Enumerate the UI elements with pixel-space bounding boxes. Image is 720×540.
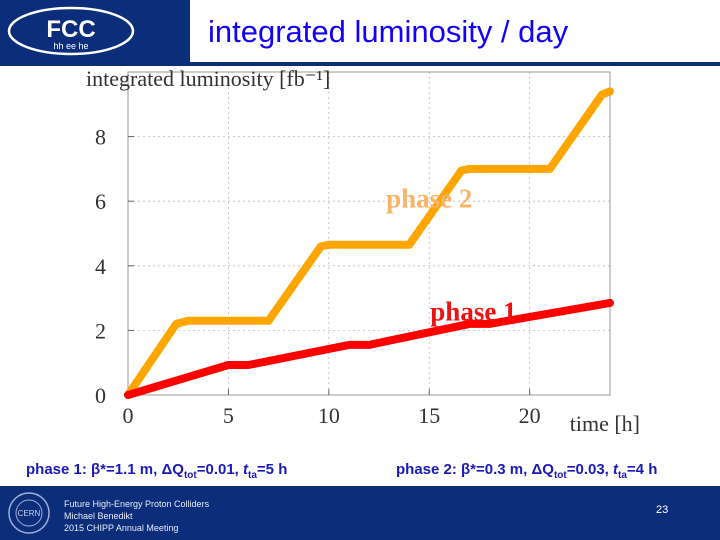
caption-phase1: phase 1: β*=1.1 m, ΔQtot=0.01, tta=5 h xyxy=(26,461,287,481)
x-tick-label-20: 20 xyxy=(519,403,541,428)
footer-text: Future High-Energy Proton Colliders Mich… xyxy=(64,498,209,534)
header-logo-bar: FCC hh ee he xyxy=(0,0,190,62)
caption-phase1-dq: ΔQ xyxy=(161,461,184,478)
x-tick-label-5: 5 xyxy=(223,403,234,428)
caption-phase1-prefix: phase 1: xyxy=(26,461,92,478)
cern-logo-text: CERN xyxy=(18,509,41,518)
y-tick-label-8: 8 xyxy=(95,125,106,150)
series-line-phase-1 xyxy=(124,298,614,399)
caption-phase2-t: t xyxy=(613,461,619,478)
annotation-phase-2: phase 2 xyxy=(386,184,472,214)
fcc-logo: FCC hh ee he xyxy=(7,6,135,56)
caption-phase1-t-sub: ta xyxy=(248,470,257,481)
caption-phase2-dq-val: =0.03, xyxy=(566,461,614,478)
annotation-phase-1: phase 1 xyxy=(430,297,516,327)
x-axis-label: time [h] xyxy=(570,411,640,436)
y-tick-label-0: 0 xyxy=(95,383,106,408)
fcc-logo-subtext: hh ee he xyxy=(53,41,88,51)
caption-phase1-beta: β*=1.1 m, xyxy=(91,461,162,478)
footer-line-3: 2015 CHIPP Annual Meeting xyxy=(64,523,179,533)
caption-phase1-t-val: =5 h xyxy=(256,461,288,478)
x-tick-label-0: 0 xyxy=(123,403,134,428)
y-tick-label-6: 6 xyxy=(95,189,106,214)
footer-line-2: Michael Benedikt xyxy=(64,511,133,521)
caption-phase2-t-sub: ta xyxy=(618,470,627,481)
header-divider xyxy=(0,62,720,66)
footer-line-1: Future High-Energy Proton Colliders xyxy=(64,499,210,509)
series-line-phase-2 xyxy=(124,87,614,399)
x-tick-label-10: 10 xyxy=(318,403,340,428)
luminosity-chart: 0 5 10 15 20 0 2 4 6 8 integrated luminosity [fb⁻¹… xyxy=(86,66,640,436)
y-tick-label-2: 2 xyxy=(95,318,106,343)
caption-phase2-t-val: =4 h xyxy=(626,461,658,478)
caption-phase1-t: t xyxy=(243,461,249,478)
slide-header: FCC hh ee he integrated luminosity / day xyxy=(0,0,720,66)
page-number: 23 xyxy=(656,504,669,516)
caption-phase2-dq-sub: tot xyxy=(553,470,567,481)
caption-phase2-dq: ΔQ xyxy=(531,461,554,478)
caption-phase2-beta: β*=0.3 m, xyxy=(461,461,532,478)
fcc-logo-text: FCC xyxy=(46,16,95,43)
plot-frame xyxy=(127,71,611,396)
caption-phase1-dq-sub: tot xyxy=(183,470,197,481)
y-axis-label: integrated luminosity [fb⁻¹] xyxy=(86,66,330,91)
slide-footer: CERN Future High-Energy Proton Colliders… xyxy=(0,486,720,540)
x-tick-label-15: 15 xyxy=(418,403,440,428)
page-title: integrated luminosity / day xyxy=(208,14,569,49)
cern-logo: CERN xyxy=(8,492,50,534)
caption-phase1-dq-val: =0.01, xyxy=(196,461,244,478)
caption-phase2: phase 2: β*=0.3 m, ΔQtot=0.03, tta=4 h xyxy=(396,461,657,481)
caption-phase2-prefix: phase 2: xyxy=(396,461,462,478)
y-tick-label-4: 4 xyxy=(95,254,106,279)
